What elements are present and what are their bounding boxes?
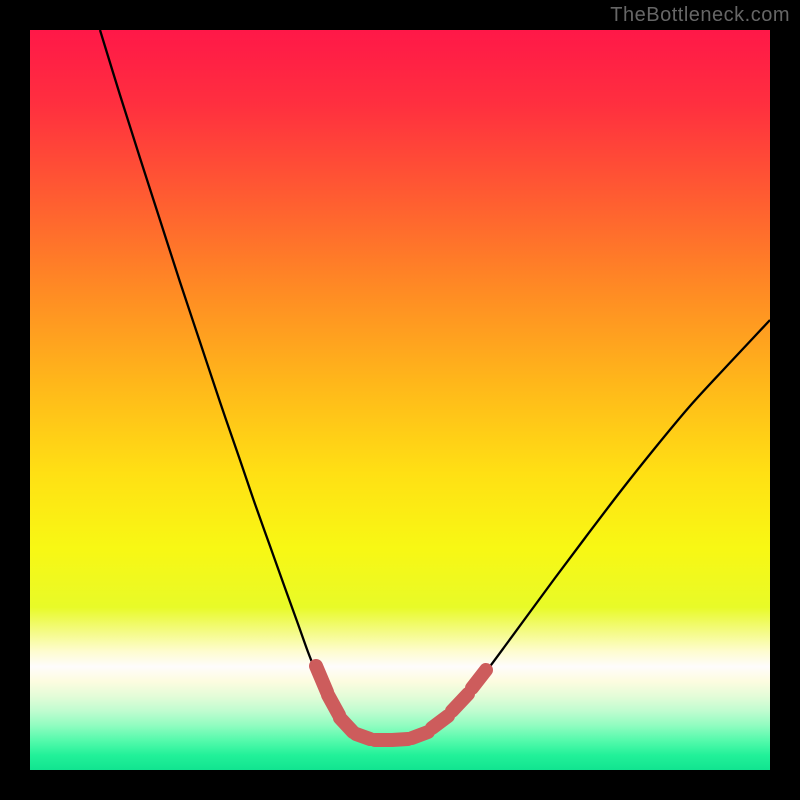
- right-pink-segments-1: [412, 732, 428, 738]
- right-curve: [388, 320, 770, 740]
- left-curve: [100, 30, 388, 740]
- left-pink-segments-3: [356, 734, 370, 739]
- left-pink-segments-0: [316, 666, 327, 692]
- right-pink-segments-3: [452, 694, 468, 711]
- watermark-text: TheBottleneck.com: [610, 4, 790, 27]
- plot-area: [30, 30, 770, 770]
- right-pink-segments-2: [432, 716, 448, 728]
- right-pink-segments-4: [472, 670, 486, 688]
- curves-layer: [30, 30, 770, 770]
